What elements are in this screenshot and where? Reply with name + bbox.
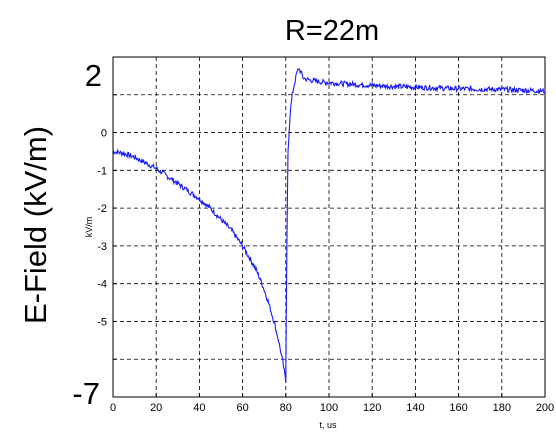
- outer-y-bottom-label: -7: [72, 376, 100, 411]
- y-tick-label: -5: [97, 316, 107, 328]
- x-axis-label: t, us: [319, 420, 337, 430]
- outer-y-top-label: 2: [85, 58, 102, 93]
- x-tick-label: 40: [193, 402, 205, 414]
- x-tick-label: 160: [449, 402, 467, 414]
- x-tick-label: 200: [536, 402, 554, 414]
- y-axis-label: kV/m: [84, 217, 94, 238]
- x-tick-labels: 0 20 40 60 80 100 120 140 160 180 200: [110, 402, 554, 414]
- chart-title: R=22m: [285, 15, 379, 47]
- y-tick-label: -3: [97, 241, 107, 253]
- y-tick-labels: -5 -4 -3 -2 -1 0: [97, 128, 107, 329]
- x-tick-label: 60: [236, 402, 248, 414]
- x-tick-label: 0: [110, 402, 116, 414]
- x-tick-label: 180: [493, 402, 511, 414]
- x-tick-label: 100: [320, 402, 338, 414]
- x-tick-label: 140: [406, 402, 424, 414]
- series-line: [112, 68, 546, 382]
- x-tick-label: 80: [280, 402, 292, 414]
- y-tick-label: -2: [97, 203, 107, 215]
- y-tick-label: 0: [101, 128, 107, 140]
- y-tick-label: -4: [97, 279, 107, 291]
- grid-lines: [113, 57, 545, 397]
- outer-y-axis-label: E-Field (kV/m): [18, 126, 53, 324]
- tick-marks: [112, 94, 546, 397]
- x-tick-label: 20: [150, 402, 162, 414]
- x-tick-label: 120: [363, 402, 381, 414]
- y-tick-label: -1: [97, 165, 107, 177]
